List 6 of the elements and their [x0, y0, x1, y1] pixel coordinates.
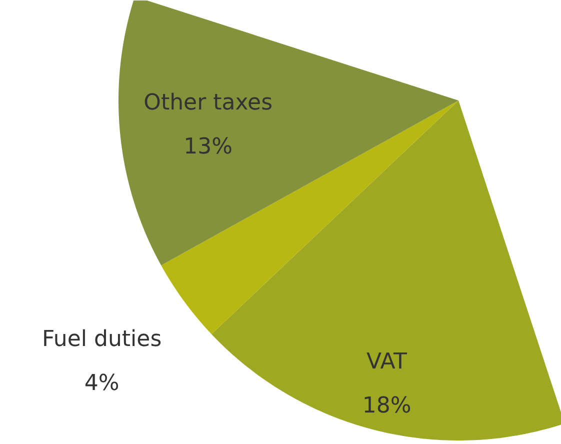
data-label: 13%: [184, 134, 233, 160]
slice-label: Other taxes: [144, 90, 273, 116]
data-label: 18%: [362, 394, 412, 419]
slice-label: Fuel duties: [42, 326, 162, 352]
data-label: 4%: [84, 371, 120, 396]
slice-label: VAT: [366, 349, 408, 374]
